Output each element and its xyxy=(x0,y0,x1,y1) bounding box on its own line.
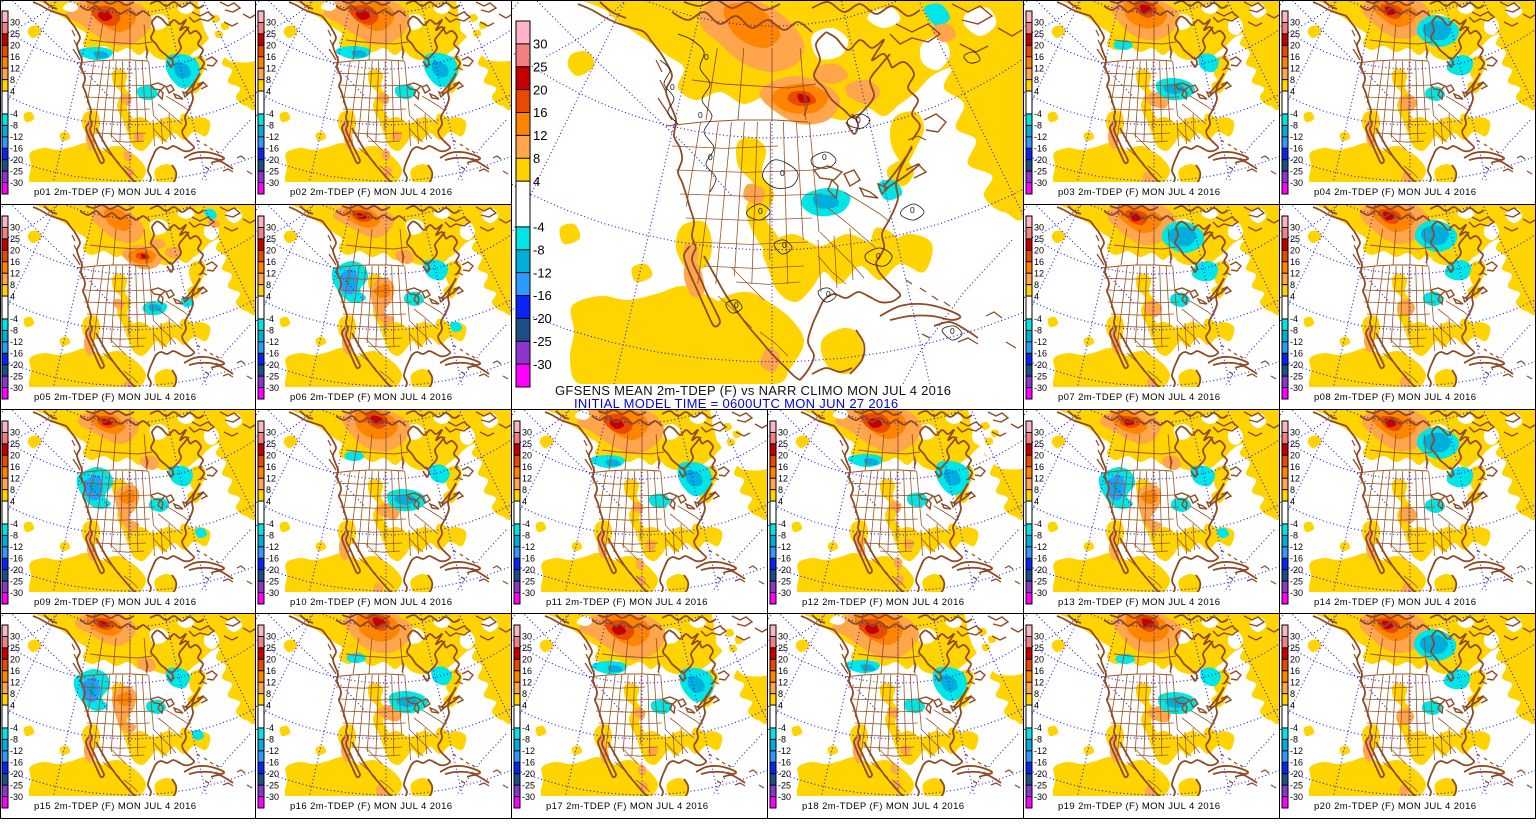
svg-text:0: 0 xyxy=(856,115,861,125)
svg-text:p02 2m-TDEP (F) MON JUL 4 2016: p02 2m-TDEP (F) MON JUL 4 2016 xyxy=(290,187,452,198)
svg-text:0: 0 xyxy=(704,52,709,62)
svg-text:0: 0 xyxy=(698,110,703,120)
svg-text:0: 0 xyxy=(782,240,787,250)
svg-text:p10 2m-TDEP (F) MON JUL 4 2016: p10 2m-TDEP (F) MON JUL 4 2016 xyxy=(290,597,452,608)
svg-text:p15 2m-TDEP (F) MON JUL 4 2016: p15 2m-TDEP (F) MON JUL 4 2016 xyxy=(34,801,196,812)
svg-text:p09 2m-TDEP (F) MON JUL 4 2016: p09 2m-TDEP (F) MON JUL 4 2016 xyxy=(34,597,196,608)
svg-text:0: 0 xyxy=(670,82,675,92)
svg-text:p01 2m-TDEP (F) MON JUL 4 2016: p01 2m-TDEP (F) MON JUL 4 2016 xyxy=(34,187,196,198)
svg-text:p20 2m-TDEP (F) MON JUL 4 2016: p20 2m-TDEP (F) MON JUL 4 2016 xyxy=(1314,801,1476,812)
svg-text:INITIAL MODEL TIME = 0600UTC M: INITIAL MODEL TIME = 0600UTC MON JUN 27 … xyxy=(574,396,898,411)
svg-text:p12 2m-TDEP (F) MON JUL 4 2016: p12 2m-TDEP (F) MON JUL 4 2016 xyxy=(802,597,964,608)
svg-text:p07 2m-TDEP (F) MON JUL 4 2016: p07 2m-TDEP (F) MON JUL 4 2016 xyxy=(1058,392,1220,403)
svg-text:0: 0 xyxy=(826,289,831,299)
svg-text:0: 0 xyxy=(822,152,827,162)
svg-text:p19 2m-TDEP (F) MON JUL 4 2016: p19 2m-TDEP (F) MON JUL 4 2016 xyxy=(1058,801,1220,812)
svg-text:0: 0 xyxy=(910,205,915,215)
svg-text:p16 2m-TDEP (F) MON JUL 4 2016: p16 2m-TDEP (F) MON JUL 4 2016 xyxy=(290,801,452,812)
svg-text:p17 2m-TDEP (F) MON JUL 4 2016: p17 2m-TDEP (F) MON JUL 4 2016 xyxy=(546,801,708,812)
svg-text:p11 2m-TDEP (F) MON JUL 4 2016: p11 2m-TDEP (F) MON JUL 4 2016 xyxy=(546,597,708,608)
svg-text:0: 0 xyxy=(758,206,763,216)
svg-text:0: 0 xyxy=(876,251,881,261)
svg-text:p06 2m-TDEP (F) MON JUL 4 2016: p06 2m-TDEP (F) MON JUL 4 2016 xyxy=(290,392,452,403)
svg-text:0: 0 xyxy=(708,152,713,162)
svg-text:p08 2m-TDEP (F) MON JUL 4 2016: p08 2m-TDEP (F) MON JUL 4 2016 xyxy=(1314,392,1476,403)
svg-text:p05 2m-TDEP (F) MON JUL 4 2016: p05 2m-TDEP (F) MON JUL 4 2016 xyxy=(34,392,196,403)
svg-text:p04 2m-TDEP (F) MON JUL 4 2016: p04 2m-TDEP (F) MON JUL 4 2016 xyxy=(1314,187,1476,198)
svg-text:p14 2m-TDEP (F) MON JUL 4 2016: p14 2m-TDEP (F) MON JUL 4 2016 xyxy=(1314,597,1476,608)
svg-text:p18 2m-TDEP (F) MON JUL 4 2016: p18 2m-TDEP (F) MON JUL 4 2016 xyxy=(802,801,964,812)
svg-text:p03 2m-TDEP (F) MON JUL 4 2016: p03 2m-TDEP (F) MON JUL 4 2016 xyxy=(1058,187,1220,198)
svg-text:0: 0 xyxy=(734,300,739,310)
svg-text:GFSENS MEAN 2m-TDEP (F) vs NAR: GFSENS MEAN 2m-TDEP (F) vs NARR CLIMO MO… xyxy=(555,383,951,398)
svg-text:p13 2m-TDEP (F) MON JUL 4 2016: p13 2m-TDEP (F) MON JUL 4 2016 xyxy=(1058,597,1220,608)
svg-text:0: 0 xyxy=(950,326,955,336)
svg-text:0: 0 xyxy=(780,168,785,178)
